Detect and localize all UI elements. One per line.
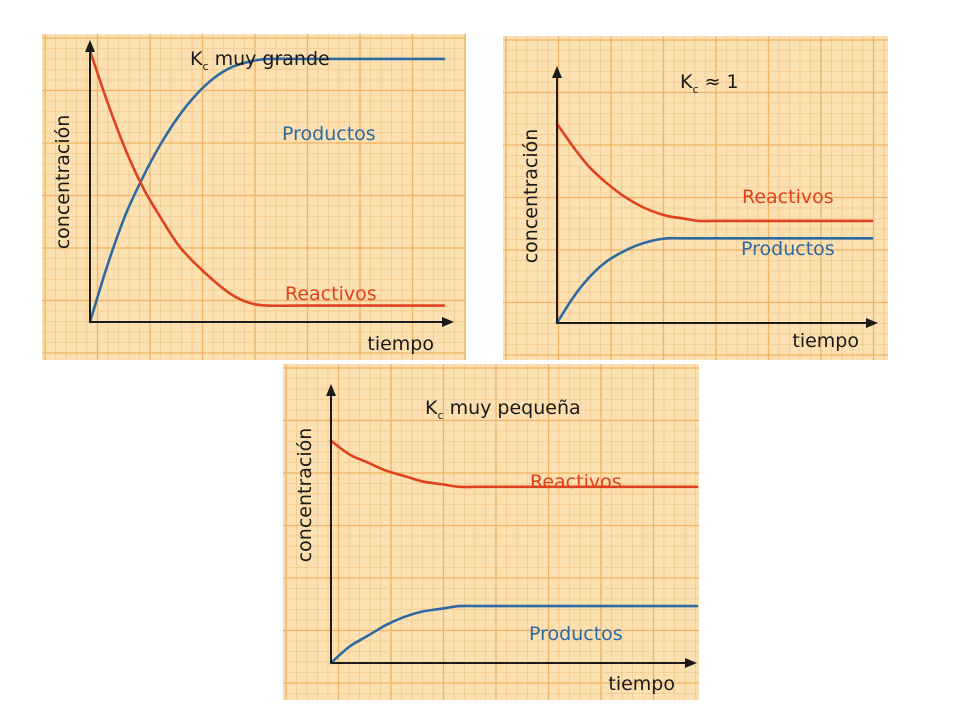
- series-label-productos: Productos: [529, 623, 623, 645]
- series-line-reactivos: [329, 439, 699, 489]
- series-line-reactivos: [88, 49, 446, 308]
- chart-svg: Kc muy pequeña concentración tiempo Reac…: [283, 364, 699, 700]
- chart-title: Kc ≈ 1: [680, 71, 739, 96]
- chart-series: [329, 439, 699, 665]
- chart-kc-aprox-1: Kc ≈ 1 concentración tiempo Reactivos Pr…: [503, 36, 888, 360]
- y-axis-label: concentración: [52, 115, 74, 250]
- chart-svg: Kc ≈ 1 concentración tiempo Reactivos Pr…: [503, 36, 888, 360]
- y-axis-arrow: [85, 40, 95, 52]
- chart-title: Kc muy grande: [190, 48, 330, 73]
- chart-axes: [326, 384, 697, 668]
- x-axis-arrow: [442, 317, 454, 327]
- chart-svg: Kc muy grande concentración tiempo Produ…: [42, 34, 466, 360]
- x-axis-label: tiempo: [608, 673, 675, 695]
- y-axis-label: concentración: [520, 129, 542, 264]
- series-label-reactivos: Reactivos: [742, 186, 834, 208]
- chart-kc-muy-grande: Kc muy grande concentración tiempo Produ…: [42, 34, 466, 360]
- x-axis-arrow: [866, 318, 878, 328]
- chart-axes: [85, 40, 454, 327]
- y-axis-arrow: [326, 384, 336, 396]
- x-axis-label: tiempo: [792, 330, 859, 352]
- chart-axes: [552, 66, 878, 328]
- x-axis-arrow: [685, 658, 697, 668]
- x-axis-label: tiempo: [367, 333, 434, 355]
- chart-series: [88, 49, 446, 324]
- chart-grid: [283, 364, 699, 700]
- series-label-productos: Productos: [741, 238, 835, 260]
- chart-title: Kc muy pequeña: [425, 397, 581, 422]
- series-line-productos: [329, 604, 699, 665]
- chart-kc-muy-pequena: Kc muy pequeña concentración tiempo Reac…: [283, 364, 699, 700]
- series-label-reactivos: Reactivos: [285, 283, 377, 305]
- series-label-productos: Productos: [282, 123, 376, 145]
- y-axis-label: concentración: [294, 428, 316, 563]
- y-axis-arrow: [552, 66, 562, 78]
- series-label-reactivos: Reactivos: [530, 471, 622, 493]
- series-line-productos: [555, 236, 874, 325]
- series-line-productos: [88, 57, 446, 324]
- chart-series: [555, 122, 874, 325]
- series-line-reactivos: [555, 122, 874, 223]
